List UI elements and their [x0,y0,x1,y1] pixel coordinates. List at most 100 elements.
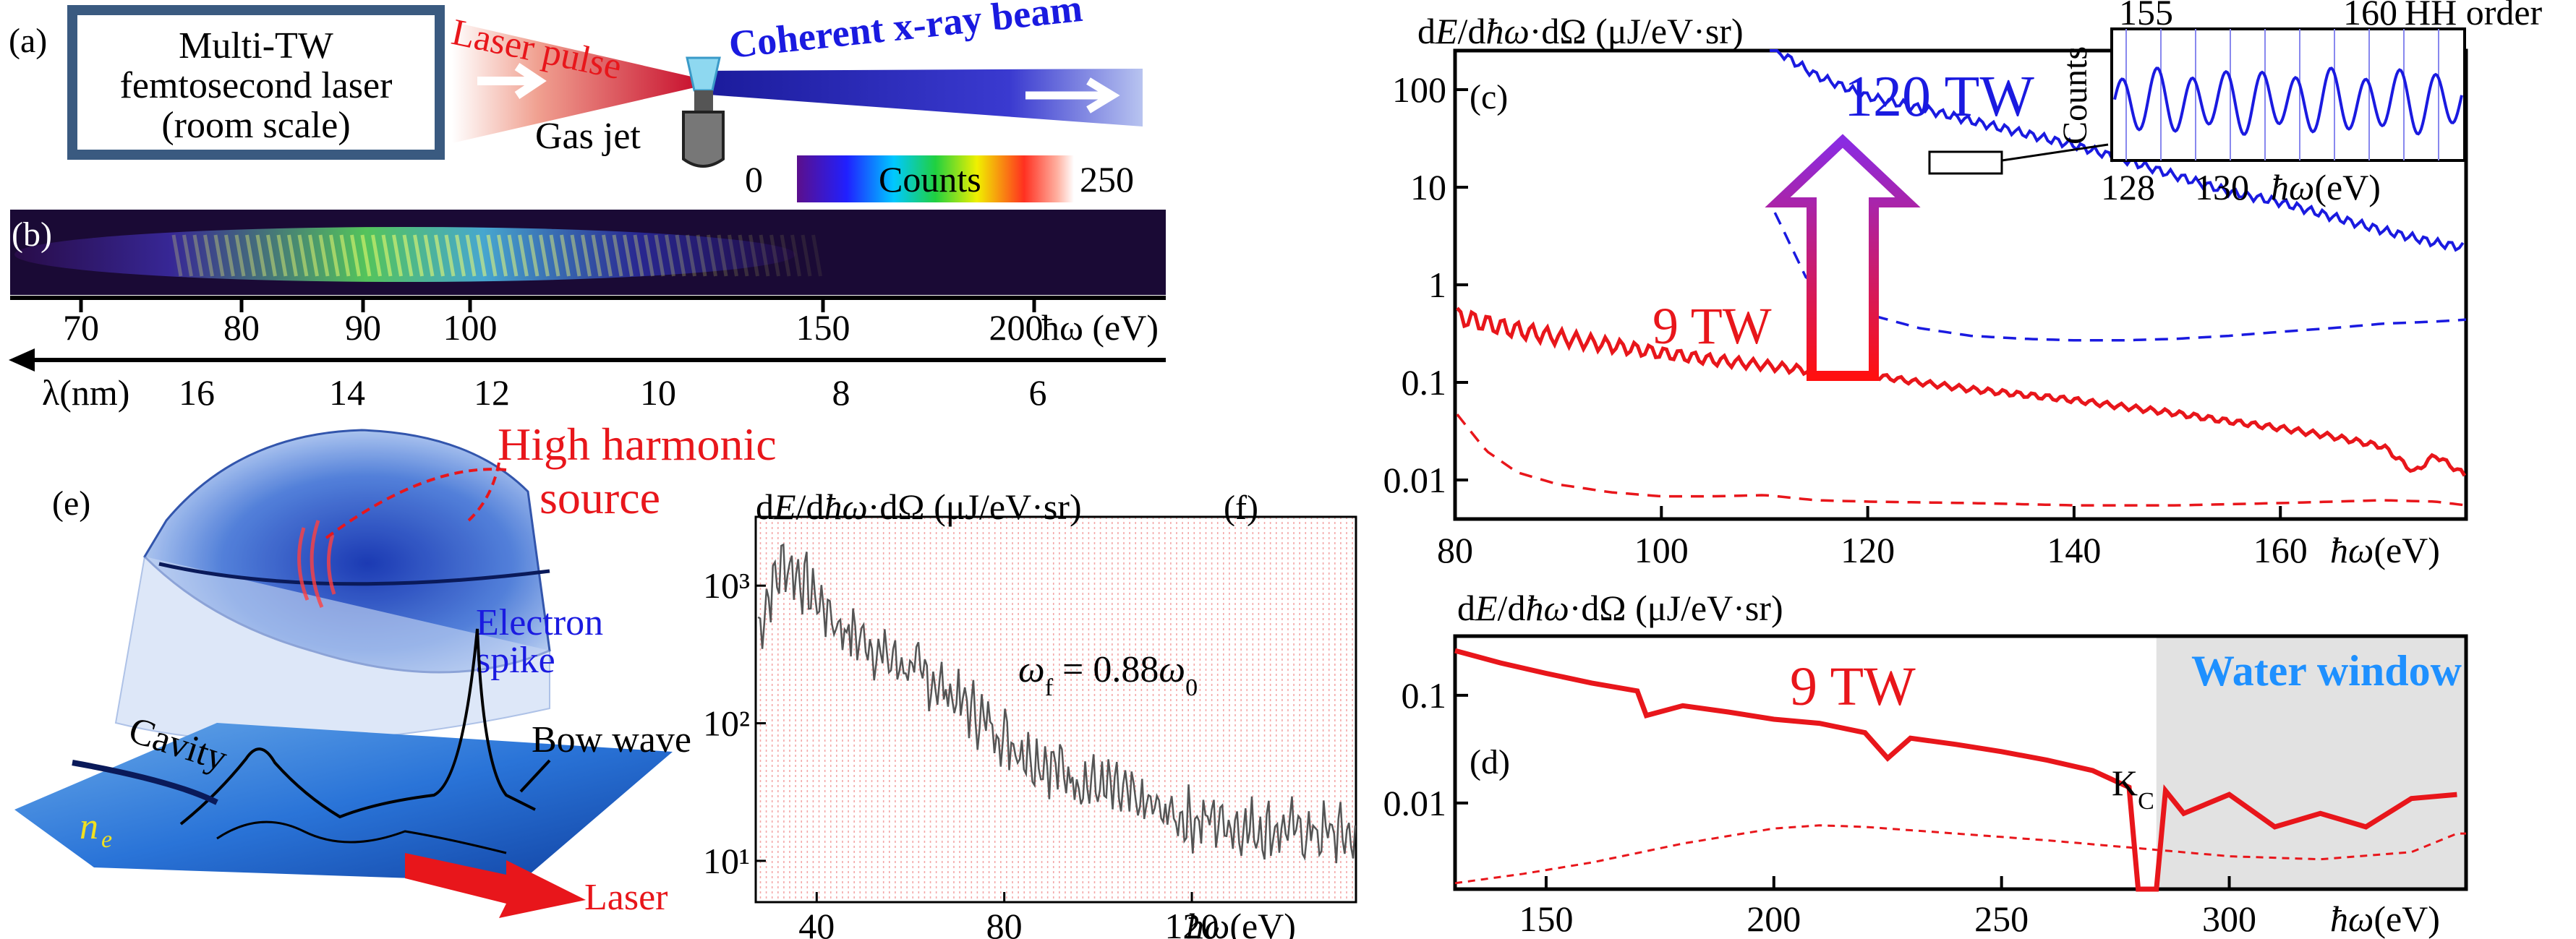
panel-d-ytick: 0.1 [1402,675,1447,716]
detector-signal [14,227,796,282]
fringe-line [581,234,592,277]
fringe-line [203,234,214,277]
plot-element: /d [796,486,824,527]
annotation-9tw: 9 TW [1652,297,1772,355]
inset-spectrum-line [2113,67,2463,136]
fringe-line [591,234,602,277]
panel-f-xtick: 120 [1165,906,1219,939]
fringe-line [266,234,277,277]
panel-e: (e) High harmonic source Electron spike … [14,419,777,918]
panel-d-xtick: 250 [1974,899,2029,939]
plot-element: ω [1159,649,1185,690]
cavity-wall [72,760,218,805]
panel-c-xtick: 120 [1841,530,1895,570]
panel-d-ylabel: dE/dħω·dΩ (μJ/eV·sr) [1457,588,1783,628]
bow-wave-pointer [519,759,551,793]
detector-fringes [171,234,822,277]
plot-element: ħω [1525,588,1569,628]
plot-element: /d [1498,588,1526,628]
panel-c-ytick: 0.1 [1402,362,1447,403]
inset-zoom-box [1928,150,2003,175]
wavelength-axis-arrow-icon [9,348,35,372]
fringe-line [612,234,623,277]
panel-f-ytick: 10³ [703,565,750,606]
fringe-line [476,234,487,277]
gas-jet-nozzle [694,90,713,112]
plot-element: ħω [2271,167,2314,207]
density-profile-curve-2 [216,820,507,854]
fringe-line [434,234,445,277]
plot-element: = 0.88 [1053,649,1159,690]
wavelength-tick-16: 16 [179,372,215,413]
colorbar-max: 250 [1080,159,1134,200]
fringe-line [413,234,424,277]
fringe-line [392,234,403,277]
plot-element: ω [1018,649,1045,690]
plot-element: ħω [1485,11,1529,51]
fringe-line [717,234,728,277]
annotation-water-window: Water window [2191,647,2462,695]
laser-pulse-arrow-icon [477,63,547,99]
plot-element: K [2112,763,2138,803]
panel-f-xtick: 80 [986,906,1023,939]
panel-f-ytick: 10¹ [703,841,750,881]
colorbar [797,155,1074,202]
fringe-line [329,234,340,277]
energy-tick-200: 200 [989,307,1044,348]
inset-top-tick-160: 160 [2343,0,2397,33]
xray-beam-arrow-icon [1025,77,1120,113]
fringe-line [560,234,571,277]
energy-axis-ticks [79,298,1036,312]
simulated-spectrum-line [757,543,1357,864]
plot-element: E [1435,11,1458,51]
fringe-line [728,234,738,277]
wavelength-axis-unit: λ(nm) [42,372,129,413]
plot-element: ħω [824,486,867,527]
wavelength-tick-12: 12 [474,372,510,413]
plot-element: d [756,486,774,527]
energy-tick-70: 70 [63,307,99,348]
xray-beam-shape [699,69,1143,127]
panel-c-ytick: 100 [1392,69,1446,110]
wavelength-tick-10: 10 [640,372,676,413]
plot-element: f [1045,674,1054,701]
inset-connector [2001,143,2109,162]
panel-c-ytick: 10 [1410,167,1446,207]
fringe-line [539,234,550,277]
laser-box-line-2: femtosecond laser [120,65,393,106]
colorbar-min: 0 [745,159,763,200]
plot-element: ħω [1186,906,1229,939]
fringe-line [707,234,717,277]
fringe-line [811,234,822,277]
xray-beam-label: Coherent x-ray beam [727,0,1085,67]
energy-tick-150: 150 [796,307,850,348]
fringe-line [360,234,372,277]
fringe-line [308,234,319,277]
fringe-line [182,234,193,277]
plot-element: (eV) [2374,899,2440,939]
fringe-line [675,234,686,277]
fringe-line [287,234,298,277]
panel-c-ytick: 1 [1428,265,1446,305]
laser-label: Laser [584,877,668,918]
panel-b-label: (b) [12,215,52,254]
panel-e-label: (e) [52,484,90,523]
plot-element: ·dΩ (μJ/eV·sr) [1569,588,1783,628]
fringe-line [759,234,770,277]
plot-element: /d [1458,11,1486,51]
fringe-line [381,234,393,277]
hh-pointer-arrow-1 [467,462,500,522]
fringe-line [465,234,477,277]
plot-element: d [1417,11,1436,51]
hh-source-line-2: source [539,472,660,523]
fringe-line [602,234,613,277]
fringe-line [749,234,759,277]
density-profile-curve [179,628,536,826]
gas-jet-label: Gas jet [535,116,641,157]
series-9tw-line [1456,306,2467,477]
fringe-line [769,234,780,277]
fringe-line [686,234,696,277]
